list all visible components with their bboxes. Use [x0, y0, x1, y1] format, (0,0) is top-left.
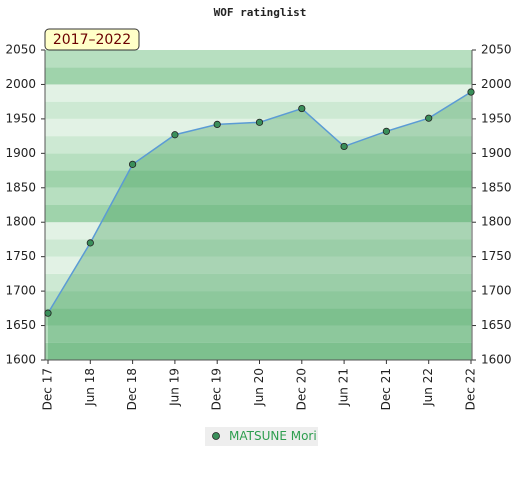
background-band	[45, 67, 472, 85]
marker	[425, 114, 433, 122]
background-band	[45, 50, 472, 68]
y-tick-label: 1800	[5, 215, 36, 229]
y2-tick-label: 1650	[481, 318, 512, 332]
background-band	[45, 205, 472, 223]
marker	[467, 88, 475, 96]
marker	[340, 142, 348, 151]
y-tick-label: 1850	[5, 180, 36, 194]
marker	[86, 239, 94, 247]
y-tick-label: 2050	[5, 43, 36, 57]
marker	[171, 131, 179, 139]
y2-tick-label: 1800	[481, 215, 512, 229]
background-band	[45, 101, 472, 119]
background-band	[45, 222, 472, 240]
background-band	[45, 239, 472, 257]
x-tick-label: Jun 19	[167, 368, 181, 407]
background-band	[45, 325, 472, 343]
background-band	[45, 291, 472, 309]
marker	[298, 104, 306, 113]
area	[48, 92, 471, 361]
y2-tick-label: 1750	[481, 249, 512, 263]
y2-tick-label: 1950	[481, 111, 512, 125]
background-band	[45, 187, 472, 205]
legend	[205, 427, 318, 446]
y-tick-label: 1900	[5, 146, 36, 160]
background-band	[45, 273, 472, 292]
annotation: 2017–2022	[53, 32, 131, 48]
y2-tick-label: 1850	[481, 180, 512, 194]
y2-tick-label: 1600	[481, 353, 512, 367]
y-tick-label: 1650	[5, 318, 36, 332]
x-tick-label: Dec 19	[210, 368, 224, 410]
marker	[129, 160, 137, 168]
legend-label: MATSUNE Mori	[229, 429, 317, 443]
legend-marker	[212, 432, 220, 440]
y-tick-label: 2000	[5, 77, 36, 91]
marker	[382, 127, 390, 135]
plot-area	[45, 50, 472, 361]
background-band	[45, 342, 472, 360]
y-tick-label: 1700	[5, 284, 36, 298]
x-tick-label: Dec 20	[294, 368, 308, 410]
y2-tick-label: 1700	[481, 284, 512, 298]
x-tick-label: Jun 20	[252, 368, 266, 407]
x-tick-label: Dec 21	[379, 368, 393, 410]
x-tick-label: Jun 22	[421, 368, 435, 407]
background-band	[45, 153, 472, 171]
background-band	[45, 308, 472, 326]
background-band	[45, 136, 472, 154]
y2-tick-label: 2000	[481, 77, 512, 91]
marker	[44, 309, 52, 317]
background-band	[45, 256, 472, 274]
x-tick-label: Jun 21	[337, 368, 351, 407]
background-band	[45, 84, 472, 102]
x-tick-label: Dec 22	[464, 368, 478, 410]
marker	[255, 118, 264, 126]
y2-tick-label: 1900	[481, 146, 512, 160]
x-tick-label: Jun 18	[83, 368, 97, 407]
annotation-box	[44, 28, 140, 51]
y-tick-label: 1950	[5, 111, 36, 125]
marker	[213, 120, 221, 129]
x-tick-label: Dec 18	[125, 368, 139, 410]
y2-tick-label: 2050	[481, 43, 512, 57]
y-tick-label: 1600	[5, 353, 36, 367]
background-band	[45, 170, 472, 188]
x-tick-label: Dec 17	[41, 368, 55, 410]
y-tick-label: 1750	[5, 249, 36, 263]
chart-title: WOF ratinglist	[214, 6, 307, 19]
background-band	[45, 118, 472, 137]
